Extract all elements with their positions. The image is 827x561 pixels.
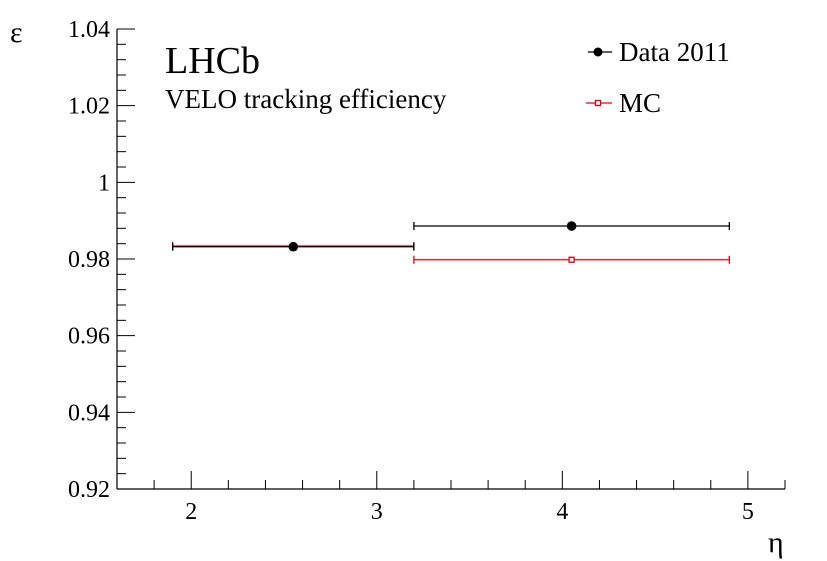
series-mc: [172, 241, 730, 264]
y-tick-label: 1.04: [68, 17, 110, 43]
x-tick-label: 2: [185, 499, 197, 525]
y-axis-title: ε: [10, 16, 23, 49]
legend-mc-marker: [594, 99, 602, 107]
y-tick-label: 1: [98, 170, 110, 196]
legend: Data 2011 MC: [586, 37, 730, 118]
mc-point: [568, 256, 575, 263]
axis-ticks: [116, 28, 786, 490]
experiment-label: LHCb: [165, 40, 260, 82]
y-tick-label: 0.94: [68, 400, 110, 426]
x-tick-label: 5: [742, 499, 754, 525]
legend-data-label: Data 2011: [619, 37, 730, 67]
x-tick-label: 4: [556, 499, 568, 525]
x-axis-title: η: [768, 526, 784, 559]
x-tick-label: 3: [371, 499, 383, 525]
legend-mc-label: MC: [619, 88, 661, 118]
data-2011-point: [566, 221, 577, 231]
y-tick-label: 0.98: [68, 247, 110, 273]
data-2011-point: [288, 241, 299, 252]
series-data-2011: [172, 221, 730, 252]
y-tick-label: 1.02: [68, 94, 110, 120]
tick-labels: 0.92 0.94 0.96 0.98 1 1.02 1.04 2 3 4 5: [68, 17, 754, 525]
legend-data-marker: [593, 47, 603, 57]
plot-subtitle: VELO tracking efficiency: [165, 84, 447, 114]
y-tick-label: 0.92: [68, 477, 110, 503]
y-tick-label: 0.96: [68, 324, 110, 350]
data-series: [172, 221, 730, 264]
